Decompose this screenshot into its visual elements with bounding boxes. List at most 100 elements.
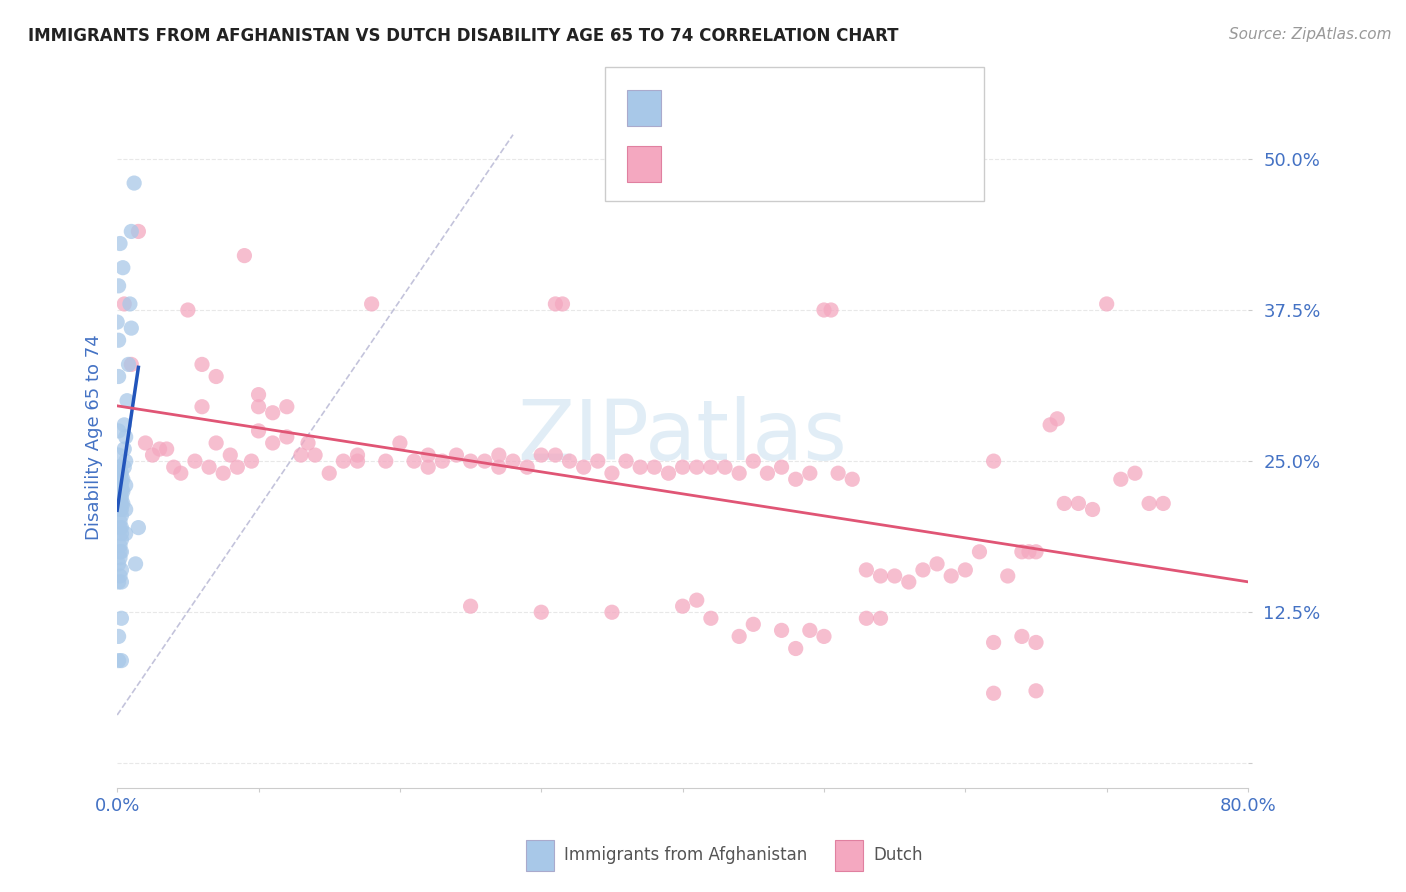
Point xyxy=(110,491,132,505)
Text: IMMIGRANTS FROM AFGHANISTAN VS DUTCH DISABILITY AGE 65 TO 74 CORRELATION CHART: IMMIGRANTS FROM AFGHANISTAN VS DUTCH DIS… xyxy=(28,27,898,45)
Point xyxy=(110,563,132,577)
Point xyxy=(346,454,368,468)
Point xyxy=(114,430,136,444)
Point xyxy=(374,454,396,468)
Point xyxy=(114,526,136,541)
Point xyxy=(149,442,172,456)
Point xyxy=(107,472,129,486)
Point xyxy=(247,387,270,401)
Point xyxy=(460,599,482,614)
Point xyxy=(700,611,723,625)
Point xyxy=(799,624,821,638)
Text: -0.110: -0.110 xyxy=(737,155,796,173)
Point xyxy=(1109,472,1132,486)
Point xyxy=(672,460,695,475)
Point xyxy=(107,629,129,643)
Point xyxy=(460,454,482,468)
Point xyxy=(544,448,567,462)
Point xyxy=(474,454,496,468)
Point xyxy=(1011,545,1033,559)
Point xyxy=(418,448,440,462)
Point xyxy=(117,358,139,372)
Point xyxy=(855,563,877,577)
Point xyxy=(111,496,134,510)
Point xyxy=(127,224,149,238)
Point xyxy=(318,467,340,481)
Point xyxy=(785,472,807,486)
Point xyxy=(247,424,270,438)
Point xyxy=(108,550,131,565)
Text: ZIPatlas: ZIPatlas xyxy=(517,396,848,477)
Point xyxy=(643,460,665,475)
Point xyxy=(432,454,454,468)
Point xyxy=(742,454,765,468)
Y-axis label: Disability Age 65 to 74: Disability Age 65 to 74 xyxy=(86,334,103,540)
Point xyxy=(107,424,129,438)
Point xyxy=(114,454,136,468)
Point xyxy=(516,460,538,475)
Point xyxy=(107,496,129,510)
Point xyxy=(360,297,382,311)
Point xyxy=(105,315,128,329)
Point xyxy=(233,249,256,263)
Point xyxy=(813,629,835,643)
Text: N =: N = xyxy=(835,99,866,117)
Point xyxy=(108,460,131,475)
Point xyxy=(983,635,1005,649)
Point xyxy=(714,460,737,475)
Point xyxy=(1011,629,1033,643)
Point xyxy=(925,557,948,571)
Point xyxy=(1095,297,1118,311)
Point xyxy=(108,467,131,481)
Point xyxy=(108,539,131,553)
Point xyxy=(122,176,145,190)
Point xyxy=(108,467,131,481)
Point xyxy=(191,358,214,372)
Point xyxy=(110,526,132,541)
Point xyxy=(855,611,877,625)
Point xyxy=(770,460,793,475)
Point xyxy=(212,467,235,481)
Point xyxy=(205,369,228,384)
Point xyxy=(127,520,149,534)
Point xyxy=(124,557,146,571)
Point xyxy=(118,297,141,311)
Point xyxy=(191,400,214,414)
Point xyxy=(728,467,751,481)
Point xyxy=(657,467,679,481)
Point xyxy=(1025,545,1047,559)
Point xyxy=(108,569,131,583)
Point xyxy=(911,563,934,577)
Point xyxy=(112,297,135,311)
Point xyxy=(107,574,129,589)
Point xyxy=(170,467,193,481)
Point xyxy=(1081,502,1104,516)
Point xyxy=(108,491,131,505)
Point xyxy=(276,400,298,414)
Point xyxy=(107,557,129,571)
Point xyxy=(446,448,468,462)
Point xyxy=(110,502,132,516)
Point xyxy=(219,448,242,462)
Point xyxy=(770,624,793,638)
Point xyxy=(110,611,132,625)
Point xyxy=(112,460,135,475)
Point xyxy=(418,460,440,475)
Point xyxy=(107,478,129,492)
Text: 104: 104 xyxy=(891,155,927,173)
Point xyxy=(110,574,132,589)
Point xyxy=(686,593,709,607)
Point xyxy=(120,358,142,372)
Point xyxy=(955,563,977,577)
Point xyxy=(983,686,1005,700)
Point xyxy=(110,508,132,523)
Point xyxy=(108,472,131,486)
Point xyxy=(897,574,920,589)
Point xyxy=(488,448,510,462)
Point xyxy=(107,460,129,475)
Point xyxy=(1046,412,1069,426)
Point xyxy=(198,460,221,475)
Point xyxy=(1137,496,1160,510)
Point xyxy=(110,545,132,559)
Point xyxy=(820,303,842,318)
